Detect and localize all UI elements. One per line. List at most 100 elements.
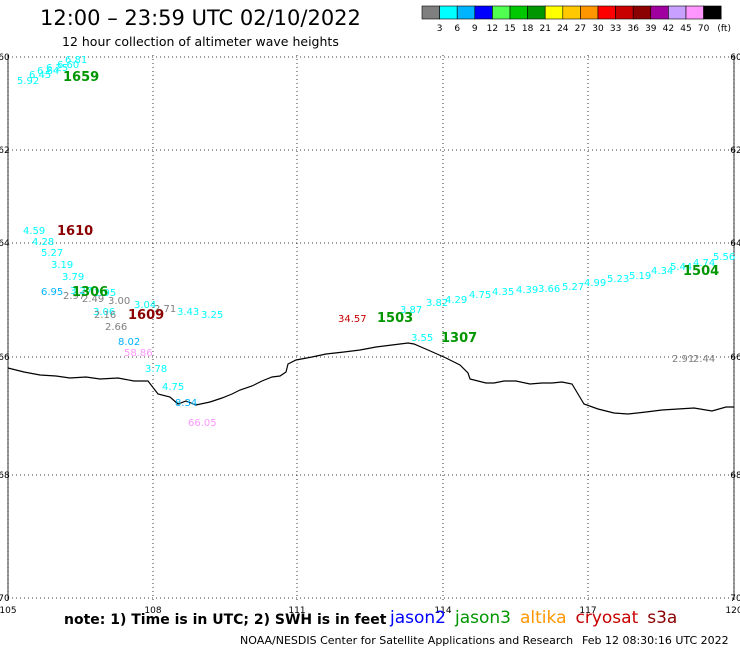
pass-time: 1503 (377, 311, 413, 326)
colorbar-tick-label: 70 (698, 24, 710, 34)
swh-value: 3.43 (177, 307, 199, 318)
pass-time: 1307 (441, 331, 477, 346)
colorbar-tick-label: 24 (557, 24, 569, 34)
swh-value: 2.49 (82, 294, 104, 305)
swh-value: 6.25 (46, 63, 68, 74)
generated-timestamp: Feb 12 08:30:16 UTC 2022 (582, 634, 729, 647)
credit-line: NOAA/NESDIS Center for Satellite Applica… (240, 634, 574, 647)
colorbar-tick-label: 36 (627, 24, 639, 34)
swh-value: 66.05 (188, 418, 217, 429)
swh-value: 58.86 (124, 348, 153, 359)
satellite-s3a: s3a (647, 608, 678, 628)
swh-value: 4.35 (492, 287, 514, 298)
colorbar-swatch (562, 5, 581, 20)
swh-value: 2.16 (94, 310, 116, 321)
longitude-label: 120 (725, 606, 740, 616)
swh-value: 2.71 (154, 304, 176, 315)
graticule: 105 108 111 114 117 120 60 60 62 62 64 64 66 66 68 68 70… (0, 53, 740, 616)
latitude-label: 66 (0, 353, 10, 363)
pass-time: 1609 (128, 308, 164, 323)
swh-value: 4.75 (469, 290, 491, 301)
swh-value: 3.00 (108, 296, 130, 307)
swh-value: 5.27 (562, 282, 584, 293)
latitude-label: 64 (730, 239, 740, 249)
pass-time: 1610 (57, 224, 93, 239)
latitude-label: 68 (0, 471, 10, 481)
swh-value: 4.75 (162, 382, 184, 393)
colorbar-tick-label: 39 (645, 24, 657, 34)
colorbar-tick-label: 9 (472, 24, 478, 34)
colorbar-swatch (474, 5, 493, 20)
colorbar-swatch (668, 5, 687, 20)
latitude-label: 62 (0, 146, 10, 156)
page-subtitle: 12 hour collection of altimeter wave hei… (62, 34, 339, 49)
colorbar-swatch (509, 5, 528, 20)
page-title: 12:00 – 23:59 UTC 02/10/2022 (40, 6, 361, 30)
pass-time: 1659 (63, 70, 99, 85)
colorbar-unit-label: (ft) (717, 24, 731, 34)
swh-value: 3.79 (62, 272, 84, 283)
colorbar-tick-label: 3 (437, 24, 443, 34)
units-note: note: 1) Time is in UTC; 2) SWH is in fe… (64, 612, 387, 628)
swh-value: 3.82 (426, 298, 448, 309)
colorbar-swatch (685, 5, 704, 20)
swh-value: 6.60 (57, 60, 79, 71)
swh-value: 5.44 (670, 262, 692, 273)
latitude-label: 68 (730, 471, 740, 481)
swh-value: 8.02 (118, 337, 140, 348)
colorbar-swatch (527, 5, 546, 20)
longitude-label: 111 (288, 606, 305, 616)
swh-value: 2.66 (105, 322, 127, 333)
satellite-altika: altika (520, 608, 567, 628)
swh-value: 6.45 (29, 70, 51, 81)
swh-value: 4.39 (516, 285, 538, 296)
swh-value: 6.64 (37, 66, 59, 77)
swh-value: 6.95 (41, 287, 63, 298)
satellite-legend: jason2 jason3 altika cryosat s3a (390, 608, 686, 628)
longitude-label: 105 (0, 606, 17, 616)
colorbar-swatch (650, 5, 669, 20)
pass-time-labels: 1659 1610 1306 1609 1503 1307 1504 (57, 70, 719, 346)
longitude-label: 108 (144, 606, 161, 616)
swh-value: 4.34 (651, 266, 673, 277)
coastline (7, 342, 734, 415)
colorbar-tick-label: 33 (610, 24, 621, 34)
colorbar-swatch (456, 5, 476, 20)
colorbar-tick-label: 30 (592, 24, 604, 34)
colorbar-tick-label: 42 (663, 24, 674, 34)
colorbar-tick-label: 12 (487, 24, 498, 34)
longitude-label: 114 (434, 606, 451, 616)
swh-value: 5.27 (41, 248, 63, 259)
latitude-label: 64 (0, 239, 10, 249)
latitude-label: 62 (730, 146, 740, 156)
swh-value: 5.92 (17, 76, 39, 87)
colorbar-tick-label: 45 (680, 24, 691, 34)
swh-value: 3.66 (538, 284, 560, 295)
swh-value: 2.95 (94, 288, 116, 299)
colorbar-tick-label: 15 (504, 24, 515, 34)
satellite-cryosat: cryosat (575, 608, 639, 628)
wave-height-labels: 5.926.456.646.256.606.814.594.285.273.19… (17, 55, 735, 429)
swh-value: 3.19 (51, 260, 73, 271)
latitude-label: 70 (730, 594, 740, 604)
colorbar-swatch (580, 5, 599, 20)
colorbar-swatch (615, 5, 634, 20)
colorbar-tick-label: 6 (454, 24, 460, 34)
swh-value: 2.97 (63, 291, 85, 302)
swh-value: 5.56 (713, 252, 735, 263)
swh-value: 4.99 (584, 278, 606, 289)
wave-height-colorbar: 3 6 9 12 15 18 21 24 27 30 33 36 39 42 45 70 (ft) (421, 5, 731, 34)
swh-value: 3.87 (400, 305, 422, 316)
colorbar-swatch (544, 5, 564, 20)
satellite-jason2: jason2 (390, 608, 446, 628)
latitude-label: 70 (0, 594, 10, 604)
swh-value: 3.78 (145, 364, 167, 375)
colorbar-tick-label: 27 (575, 24, 586, 34)
colorbar-swatch (703, 5, 722, 20)
colorbar-swatch (492, 5, 511, 20)
swh-value: 6.81 (65, 55, 87, 66)
latitude-label: 66 (730, 353, 740, 363)
swh-value: 4.29 (445, 295, 467, 306)
